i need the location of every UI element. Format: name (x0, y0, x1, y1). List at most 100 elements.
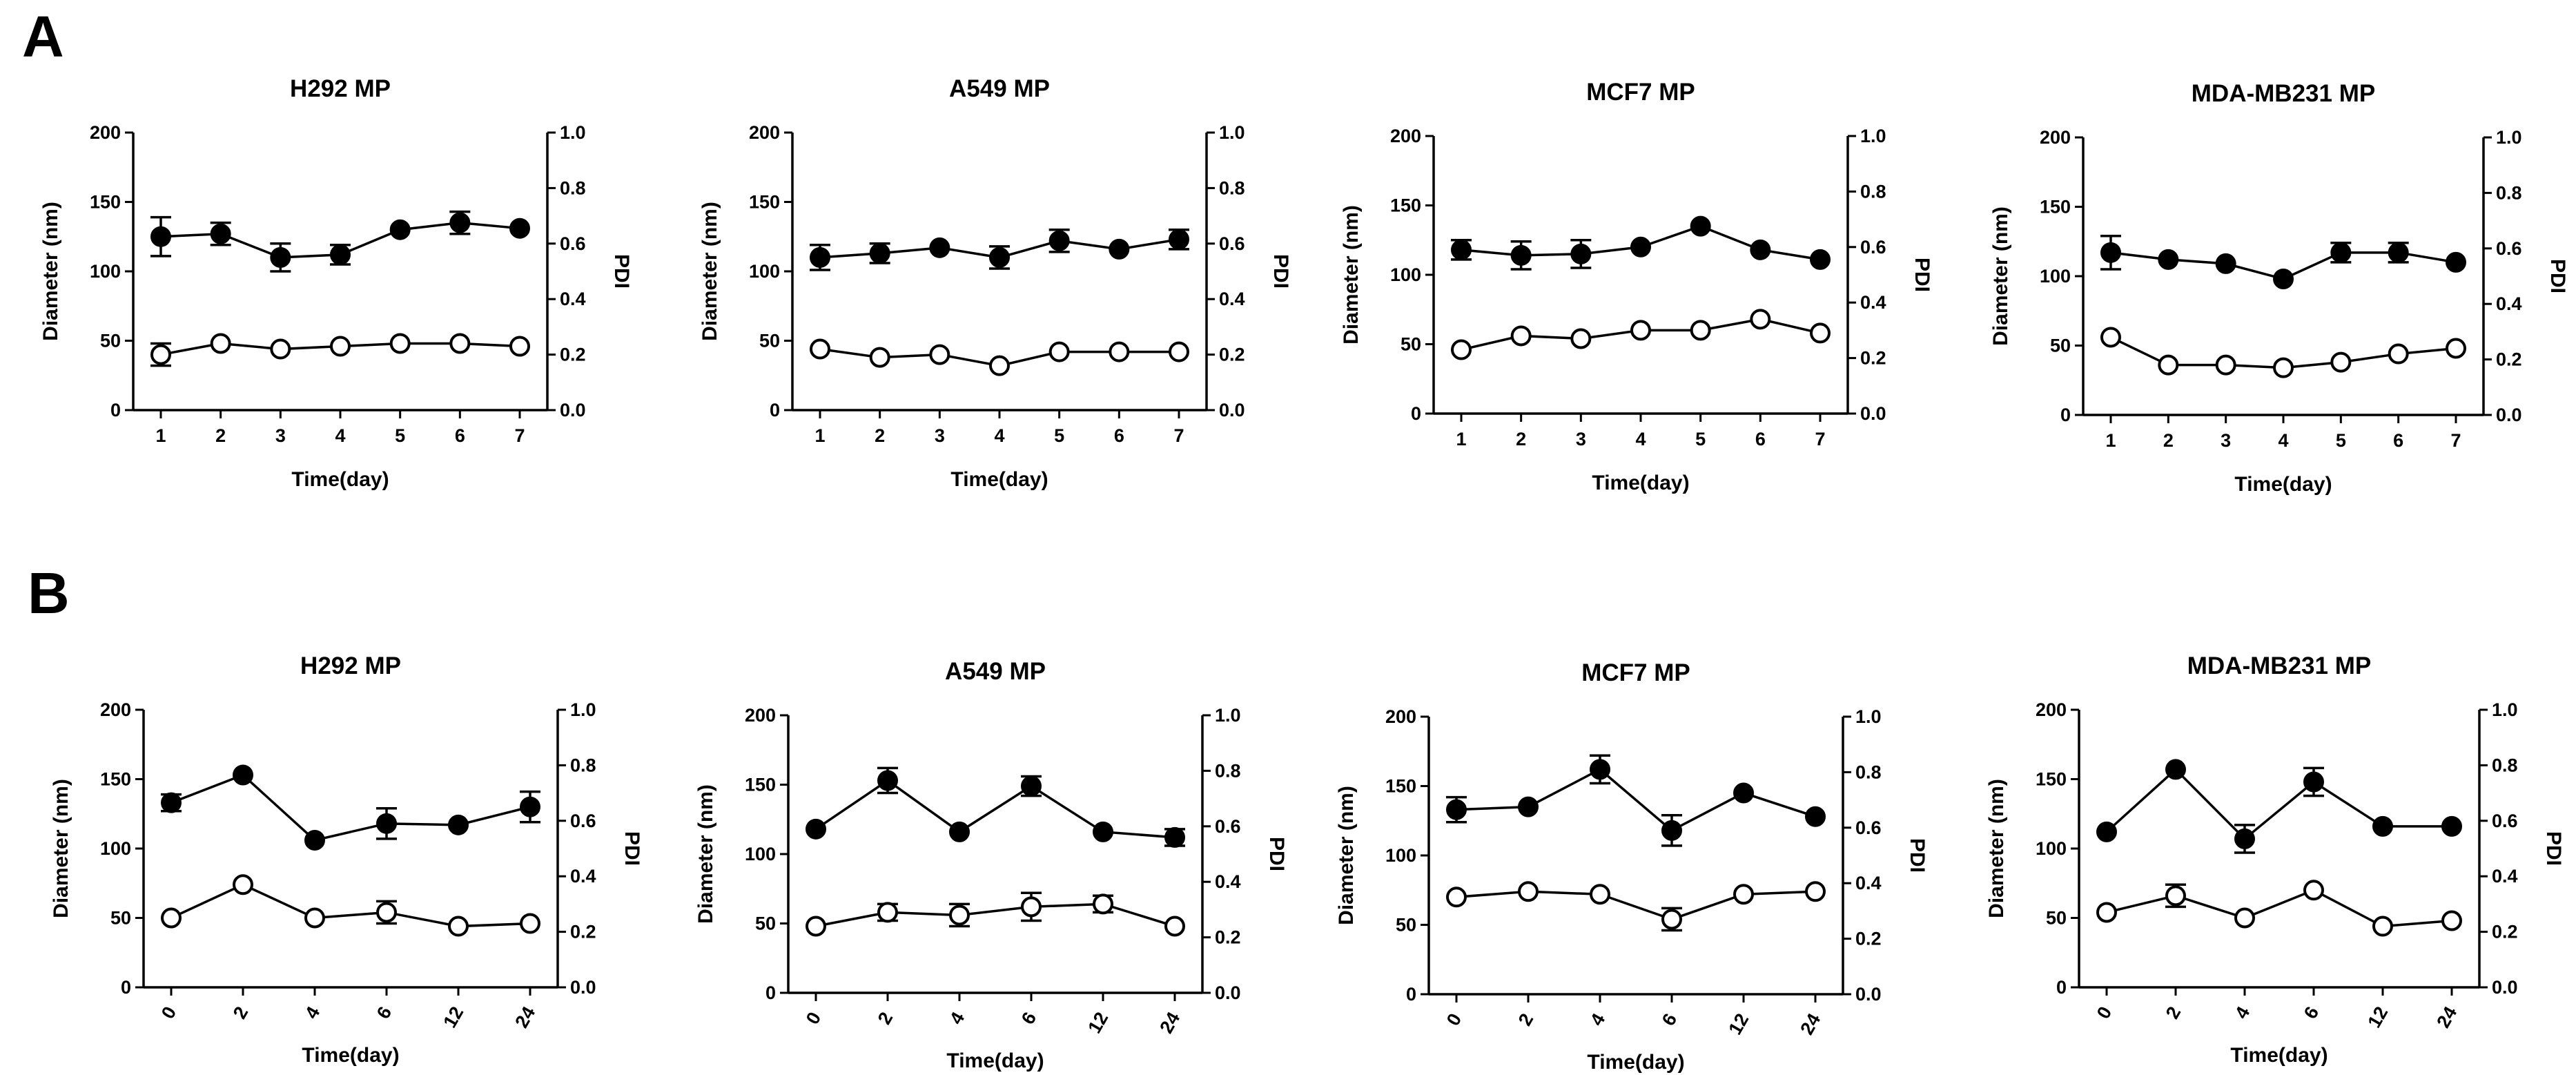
data-point-filled (1750, 239, 1771, 260)
right-y-tick-label: 0.0 (2496, 405, 2522, 425)
right-y-tick-label: 1.0 (1215, 705, 1241, 726)
data-point-open (210, 333, 231, 354)
x-tick-label: 7 (2450, 430, 2461, 451)
left-y-tick-label: 50 (755, 913, 776, 934)
right-y-tick-label: 0.2 (1855, 929, 1882, 949)
x-axis-label: Time(day) (302, 1044, 399, 1067)
left-y-tick-label: 0 (2060, 405, 2071, 425)
x-tick-label: 4 (994, 425, 1004, 446)
left-y-tick-label: 50 (100, 331, 121, 351)
data-point-open (233, 874, 253, 895)
x-tick-label: 2 (874, 1009, 897, 1028)
data-point-filled (520, 796, 540, 817)
right-y-axis-label: PDI (1906, 838, 1929, 873)
data-point-open (1518, 881, 1539, 902)
left-y-tick-label: 150 (2040, 197, 2071, 217)
x-tick-label: 6 (1114, 425, 1124, 446)
data-point-filled (270, 246, 291, 268)
x-axis-label: Time(day) (950, 468, 1048, 491)
data-point-open (1109, 341, 1130, 362)
series-pdi (2096, 880, 2462, 937)
x-tick-label: 24 (2432, 1003, 2461, 1032)
data-point-filled (877, 770, 898, 791)
data-point-open (448, 916, 469, 937)
data-point-open (1446, 887, 1467, 908)
right-y-tick-label: 0.4 (1219, 289, 1245, 309)
left-y-tick-label: 0 (765, 982, 776, 1003)
left-y-tick-label: 200 (90, 122, 121, 143)
series-diameter (2100, 234, 2466, 290)
right-y-axis-label: PDI (1265, 837, 1288, 871)
data-point-filled (449, 212, 471, 233)
x-axis-label: Time(day) (291, 468, 389, 491)
x-tick-label: 7 (1815, 429, 1825, 449)
data-point-open (376, 902, 397, 923)
data-point-filled (1570, 243, 1592, 264)
data-point-open (877, 902, 898, 923)
right-y-axis-label: PDI (610, 254, 633, 289)
data-point-open (1661, 909, 1682, 930)
right-y-tick-label: 1.0 (2496, 127, 2522, 148)
left-y-tick-label: 50 (759, 331, 780, 351)
panel-letter-b: B (28, 561, 70, 626)
data-point-filled (810, 246, 830, 268)
x-axis-label: Time(day) (1587, 1051, 1684, 1074)
right-y-tick-label: 0.4 (560, 289, 586, 309)
data-point-open (1021, 896, 1042, 918)
x-tick-label: 7 (514, 425, 525, 446)
data-point-open (2100, 327, 2121, 348)
x-tick-label: 2 (2162, 1003, 2185, 1023)
series-line (1456, 768, 1816, 832)
x-tick-label: 2 (1514, 1010, 1537, 1029)
right-y-tick-label: 0.8 (1855, 762, 1882, 782)
chart-8: MDA-MB231 MP 0 50 100 150 200 0.0 0.2 0.4 0.6 0.8 1… (1985, 652, 2565, 1067)
data-point-open (1048, 341, 1070, 362)
series-line (170, 773, 531, 842)
x-tick-label: 12 (1724, 1010, 1753, 1038)
x-tick-label: 4 (301, 1003, 324, 1023)
left-y-tick-label: 100 (2040, 266, 2071, 287)
x-tick-label: 12 (2363, 1003, 2392, 1032)
data-point-filled (448, 814, 469, 835)
left-y-tick-label: 150 (1385, 776, 1416, 797)
right-y-tick-label: 1.0 (1860, 126, 1886, 146)
chart-title: MCF7 MP (1581, 659, 1690, 686)
x-tick-label: 2 (229, 1003, 252, 1023)
data-point-open (2388, 343, 2409, 365)
data-point-open (929, 344, 950, 365)
right-y-tick-label: 0.4 (1215, 871, 1241, 892)
series-pdi (1446, 881, 1826, 932)
left-y-tick-label: 200 (1390, 126, 1421, 146)
right-y-tick-label: 0.8 (1215, 760, 1241, 781)
x-tick-label: 12 (439, 1003, 467, 1032)
right-y-tick-label: 1.0 (2492, 699, 2518, 720)
data-point-filled (1733, 782, 1754, 804)
chart-title: A549 MP (945, 658, 1046, 685)
left-y-tick-label: 200 (2036, 699, 2067, 720)
left-y-tick-label: 0 (110, 400, 121, 420)
data-point-filled (1451, 239, 1472, 260)
data-point-open (1810, 322, 1831, 344)
data-point-filled (2372, 815, 2393, 837)
data-point-filled (1690, 215, 1711, 237)
data-point-filled (1661, 820, 1682, 841)
x-tick-label: 6 (2393, 430, 2403, 451)
data-point-open (2234, 907, 2255, 929)
data-point-filled (1169, 229, 1189, 250)
data-point-open (1164, 916, 1185, 937)
data-point-open (1630, 320, 1651, 341)
x-tick-label: 4 (946, 1009, 968, 1028)
x-tick-label: 2 (215, 425, 226, 446)
left-y-tick-label: 0 (121, 977, 131, 998)
data-point-filled (2096, 821, 2117, 842)
right-y-tick-label: 0.4 (1860, 292, 1886, 313)
data-point-filled (2215, 253, 2236, 274)
left-y-tick-label: 150 (100, 769, 131, 790)
data-point-open (1750, 309, 1771, 330)
data-point-filled (1510, 244, 1532, 266)
x-tick-label: 5 (1054, 425, 1064, 446)
left-y-tick-label: 100 (2036, 838, 2067, 859)
left-y-tick-label: 200 (2040, 127, 2071, 148)
